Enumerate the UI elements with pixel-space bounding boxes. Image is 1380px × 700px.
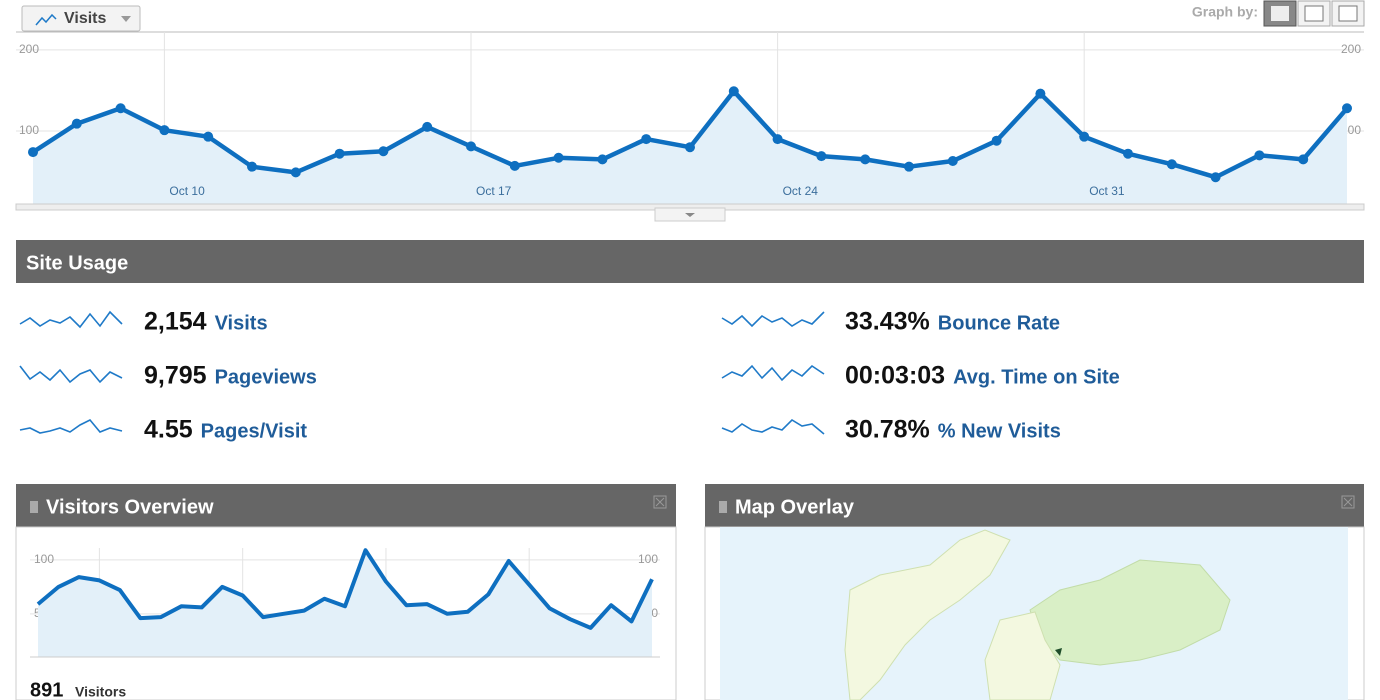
collapse-toggle[interactable] xyxy=(654,207,726,222)
y-tick-label: 100 xyxy=(19,123,39,137)
graph-by-month[interactable] xyxy=(1331,0,1365,27)
point xyxy=(378,146,389,157)
visitors-total-label: Visitors xyxy=(75,684,126,700)
y-tick-label: 200 xyxy=(1341,42,1361,56)
metric-value: 4.55 xyxy=(144,416,193,444)
metric-button[interactable]: Visits xyxy=(21,5,141,32)
visitors-overview-title: Visitors Overview xyxy=(46,496,214,518)
metric-value: 33.43% xyxy=(845,308,930,336)
drag-handle[interactable] xyxy=(30,501,38,513)
metric-button-label: Visits xyxy=(64,10,107,27)
point xyxy=(553,152,564,163)
point xyxy=(728,86,739,97)
x-tick-label: Oct 10 xyxy=(169,184,205,198)
point xyxy=(159,125,170,136)
point xyxy=(334,148,345,159)
metric-value: 30.78% xyxy=(845,416,930,444)
metric-label[interactable]: Avg. Time on Site xyxy=(953,366,1120,388)
metric-value: 2,154 xyxy=(144,308,207,336)
graph-by-label: Graph by: xyxy=(1192,4,1258,20)
point xyxy=(28,147,38,158)
area xyxy=(38,550,652,657)
x-tick-label: Oct 17 xyxy=(476,184,512,198)
point xyxy=(772,134,783,145)
point xyxy=(1298,154,1309,165)
metric-value: 9,795 xyxy=(144,362,207,390)
metric-label[interactable]: % New Visits xyxy=(938,420,1061,442)
site-usage-title: Site Usage xyxy=(26,252,128,274)
drag-handle[interactable] xyxy=(719,501,727,513)
metric-label[interactable]: Visits xyxy=(215,312,268,334)
point xyxy=(1166,159,1177,170)
point xyxy=(816,151,827,162)
map-overlay-title: Map Overlay xyxy=(735,496,855,518)
y-tick-label: 100 xyxy=(638,552,658,566)
line xyxy=(36,548,654,630)
y-tick-label: 100 xyxy=(34,552,54,566)
x-tick-label: Oct 24 xyxy=(783,184,819,198)
graph-by-week[interactable] xyxy=(1297,0,1331,27)
metric-label[interactable]: Pages/Visit xyxy=(201,420,308,442)
metric-label[interactable]: Bounce Rate xyxy=(938,312,1060,334)
point xyxy=(1254,150,1265,161)
point xyxy=(422,121,433,132)
point xyxy=(1342,103,1352,114)
close-button[interactable] xyxy=(653,495,667,509)
point xyxy=(947,156,958,166)
point xyxy=(115,103,126,114)
site-usage-header xyxy=(16,240,1364,283)
map-overlay-header xyxy=(705,484,1364,527)
metric-value: 00:03:03 xyxy=(845,362,945,390)
point xyxy=(641,134,652,145)
sparklines xyxy=(19,310,825,435)
world-map[interactable] xyxy=(720,527,1348,700)
close-button[interactable] xyxy=(1341,495,1355,509)
point xyxy=(1079,131,1090,142)
graph-by-day[interactable] xyxy=(1263,0,1297,27)
point xyxy=(991,135,1002,146)
x-tick-label: Oct 31 xyxy=(1089,184,1125,198)
y-tick-label: 200 xyxy=(19,42,39,56)
point xyxy=(1123,148,1133,159)
point xyxy=(597,154,608,165)
chart: 5050100100 xyxy=(30,548,660,658)
point xyxy=(203,131,214,142)
visitors-total: 891 xyxy=(30,679,63,700)
point xyxy=(290,167,301,178)
point xyxy=(247,161,257,172)
point xyxy=(860,154,871,165)
point xyxy=(1210,172,1221,183)
point xyxy=(685,142,695,153)
point xyxy=(466,141,476,152)
point xyxy=(904,161,914,172)
point xyxy=(71,118,82,129)
point xyxy=(1035,88,1046,99)
metric-label[interactable]: Pageviews xyxy=(215,366,317,388)
point xyxy=(509,160,520,171)
visitors-overview-header xyxy=(16,484,676,527)
